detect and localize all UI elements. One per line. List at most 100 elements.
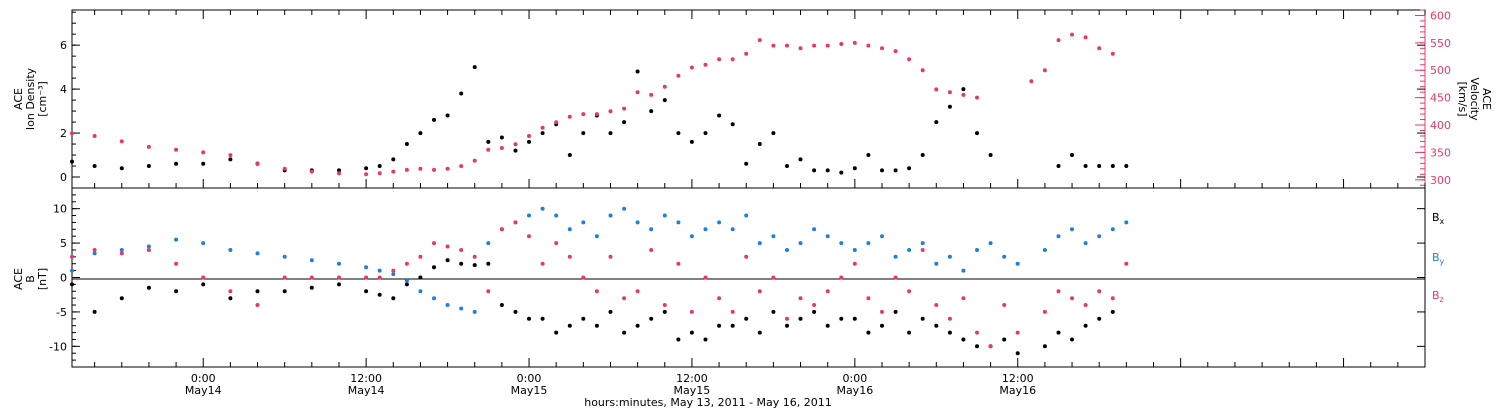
x-axis-title: hours:minutes, May 13, 2011 - May 16, 20… [584,396,832,409]
by-point [798,241,803,246]
by-point [757,241,762,246]
bz-point [1056,289,1061,294]
velocity-point [228,153,233,158]
density-point [70,159,74,164]
bz-point [309,275,314,280]
b-label-line1: ACE [12,268,25,290]
bz-point [1042,309,1047,314]
bx-point [554,330,559,335]
density-point [812,168,817,173]
velocity-point [622,106,627,111]
by-point [1002,254,1007,259]
by-point [988,241,993,246]
bx-point [866,330,871,335]
bx-point [309,285,314,290]
by-point [432,296,436,301]
density-point [880,168,884,173]
points-layer [70,32,1129,356]
bz-point [174,261,179,266]
bx-point [839,316,844,321]
bx-point [947,330,952,335]
bx-point [255,289,260,294]
density-label-line3: [cm⁻³] [36,81,49,117]
velocity-point [825,43,830,48]
velocity-point [404,167,409,172]
bz-point [377,275,382,280]
by-point [567,227,572,232]
by-point [1097,234,1102,239]
velocity-point [839,42,844,46]
density-point [567,153,572,157]
bx-point [391,296,396,301]
velocity-point [907,57,912,62]
bx-point [785,323,789,328]
velocity-point [880,46,884,51]
velocity-point [961,92,966,97]
by-point [445,303,450,307]
velocity-point [567,114,572,119]
density-point [581,131,586,136]
bx-point [594,323,599,328]
b-tick-label: 5 [60,237,67,250]
density-point [676,131,681,136]
bx-point [70,282,74,287]
bottom-panel-frame [71,187,1426,368]
by-point [880,234,884,239]
velocity-tick-label: 450 [1430,92,1451,105]
density-point [839,170,844,175]
bx-point [649,316,654,321]
bx-point [1083,323,1088,328]
bz-point [92,248,97,252]
velocity-point [364,172,369,177]
bx-point [825,323,830,328]
bx-point [812,309,817,314]
by-point [1070,227,1074,232]
velocity-point [486,147,491,152]
velocity-tick-label: 550 [1430,37,1451,50]
b-tick-label: -5 [56,306,67,319]
density-point [418,131,423,136]
bx-point [961,337,966,342]
bz-point [839,275,844,280]
bx-point [1110,309,1115,314]
bz-point [785,316,789,321]
velocity-point [1056,38,1061,43]
velocity-point [282,166,287,171]
legend-bx: Bx [1432,211,1445,226]
bz-point [920,248,925,252]
density-tick-label: 0 [60,171,67,184]
by-point [1042,248,1047,252]
by-point [581,220,586,225]
bx-point [757,330,762,335]
density-point [92,164,97,168]
velocity-point [730,57,735,62]
bz-point [418,254,423,259]
velocity-point [418,166,423,171]
bz-point [567,254,572,259]
by-point [540,206,545,211]
density-point [391,157,396,162]
bz-point [635,289,640,294]
velocity-point [513,142,518,147]
by-point [689,234,694,239]
by-point [337,261,341,266]
x-tick-date-label: May16 [836,384,873,397]
bx-point [540,316,545,321]
velocity-point [255,161,260,166]
bz-point [540,261,545,266]
density-point [1097,164,1102,168]
velocity-tick-label: 500 [1430,64,1451,77]
velocity-point [309,169,314,174]
by-point [472,309,477,314]
bx-point [622,330,627,335]
bx-point [337,282,341,287]
bz-point [391,268,396,273]
bx-point [907,330,912,335]
by-point [309,258,314,263]
density-point [947,104,952,109]
bx-point [1015,351,1020,356]
density-point [689,139,694,144]
bx-point [744,316,749,321]
velocity-point [201,150,206,155]
by-point [70,268,74,273]
